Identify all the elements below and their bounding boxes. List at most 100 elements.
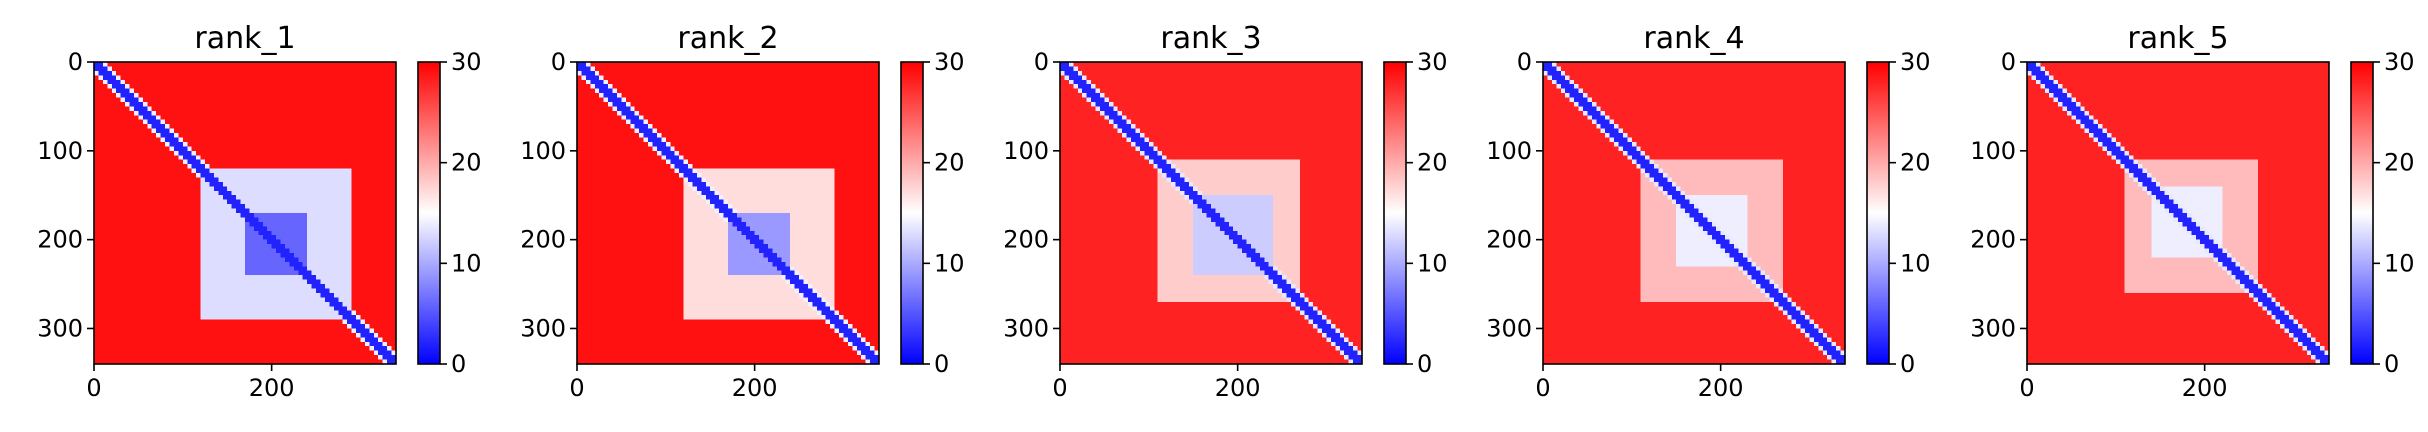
heatmap-cell	[98, 341, 104, 347]
heatmap-cell	[382, 324, 388, 330]
heatmap-cell	[311, 279, 317, 285]
heatmap-cell	[289, 239, 295, 245]
heatmap-cell	[284, 350, 291, 356]
heatmap-cell	[812, 75, 818, 81]
heatmap-cell	[231, 328, 237, 334]
heatmap-cell	[249, 350, 255, 356]
heatmap-cell	[271, 297, 277, 303]
heatmap-cell	[342, 97, 348, 103]
heatmap-cell	[267, 252, 273, 259]
heatmap-cell	[94, 261, 100, 267]
heatmap-cell	[129, 173, 135, 179]
heatmap-cell	[280, 301, 286, 307]
heatmap-cell	[594, 79, 600, 85]
panel-title: rank_2	[677, 21, 778, 56]
heatmap-cell	[213, 164, 219, 170]
heatmap-cell	[98, 84, 104, 90]
y-tick-label: 100	[37, 137, 83, 165]
heatmap-cell	[160, 79, 166, 85]
heatmap-cell	[245, 62, 251, 68]
heatmap-cell	[138, 97, 144, 103]
heatmap-cell	[236, 177, 242, 183]
heatmap-cell	[732, 66, 738, 72]
heatmap-cell	[821, 66, 827, 72]
heatmap-cell	[307, 84, 313, 90]
heatmap-cell	[240, 221, 246, 227]
heatmap-cell	[338, 217, 344, 223]
heatmap-cell	[342, 155, 348, 161]
heatmap-cell	[231, 101, 237, 108]
heatmap-cell	[133, 128, 140, 134]
heatmap-cell	[342, 75, 348, 81]
heatmap-cell	[107, 133, 113, 139]
heatmap-cell	[267, 297, 273, 303]
heatmap-cell	[116, 70, 122, 76]
heatmap-cell	[276, 244, 282, 250]
heatmap-cell	[333, 288, 339, 294]
heatmap-cell	[94, 146, 100, 152]
heatmap-cell	[102, 261, 108, 267]
heatmap-cell	[231, 261, 237, 267]
heatmap-cell	[338, 146, 344, 152]
heatmap-cell	[759, 79, 765, 85]
heatmap-cell	[147, 217, 153, 223]
heatmap-cell	[196, 173, 202, 179]
heatmap-cell	[262, 79, 268, 85]
heatmap-cell	[222, 150, 228, 156]
heatmap-cell	[320, 341, 326, 347]
heatmap-cell	[173, 239, 179, 245]
heatmap-cell	[236, 70, 242, 76]
heatmap-cell	[191, 190, 197, 196]
heatmap-cell	[258, 324, 264, 330]
heatmap-cell	[391, 164, 397, 170]
heatmap-cell	[347, 124, 353, 130]
heatmap-cell	[169, 279, 175, 285]
heatmap-cell	[196, 252, 202, 259]
heatmap-cell	[142, 355, 148, 361]
heatmap-cell	[107, 350, 113, 356]
heatmap-cell	[182, 239, 188, 245]
heatmap-cell	[227, 164, 233, 170]
heatmap-cell	[156, 213, 162, 219]
heatmap-cell	[240, 270, 246, 276]
heatmap-cell	[267, 115, 273, 121]
heatmap-cell	[311, 204, 317, 210]
heatmap-cell	[320, 168, 326, 174]
heatmap-cell	[329, 332, 335, 338]
heatmap-cell	[129, 301, 135, 307]
heatmap-cell	[298, 217, 304, 223]
heatmap-cell	[125, 297, 131, 303]
heatmap-cell	[311, 306, 317, 312]
heatmap-cell	[156, 141, 162, 147]
heatmap-cell	[98, 159, 104, 165]
heatmap-cell	[307, 62, 313, 68]
heatmap-cell	[151, 133, 157, 139]
heatmap-cell	[373, 106, 379, 112]
heatmap-cell	[98, 181, 104, 187]
heatmap-cell	[218, 101, 224, 108]
heatmap-cell	[218, 137, 224, 143]
heatmap-cell	[262, 150, 268, 156]
heatmap-cell	[289, 75, 295, 81]
heatmap-cell	[169, 128, 175, 134]
heatmap-cell	[338, 319, 344, 325]
heatmap-cell	[102, 101, 108, 108]
heatmap-cell	[373, 195, 379, 201]
heatmap-cell	[107, 115, 113, 121]
heatmap-cell	[156, 226, 162, 232]
heatmap-cell	[320, 324, 326, 330]
heatmap-cell	[111, 355, 117, 361]
heatmap-cell	[222, 230, 228, 236]
heatmap-cell	[329, 190, 335, 196]
heatmap-cell	[351, 359, 357, 365]
heatmap-cell	[267, 288, 273, 294]
heatmap-cell	[351, 133, 357, 139]
heatmap-cell	[151, 115, 157, 121]
heatmap-cell	[369, 257, 375, 263]
heatmap-cell	[236, 261, 242, 267]
heatmap-cell	[231, 301, 237, 307]
heatmap-cell	[133, 213, 140, 219]
heatmap-cell	[231, 199, 237, 205]
heatmap-cell	[133, 173, 140, 179]
heatmap-cell	[116, 137, 122, 143]
